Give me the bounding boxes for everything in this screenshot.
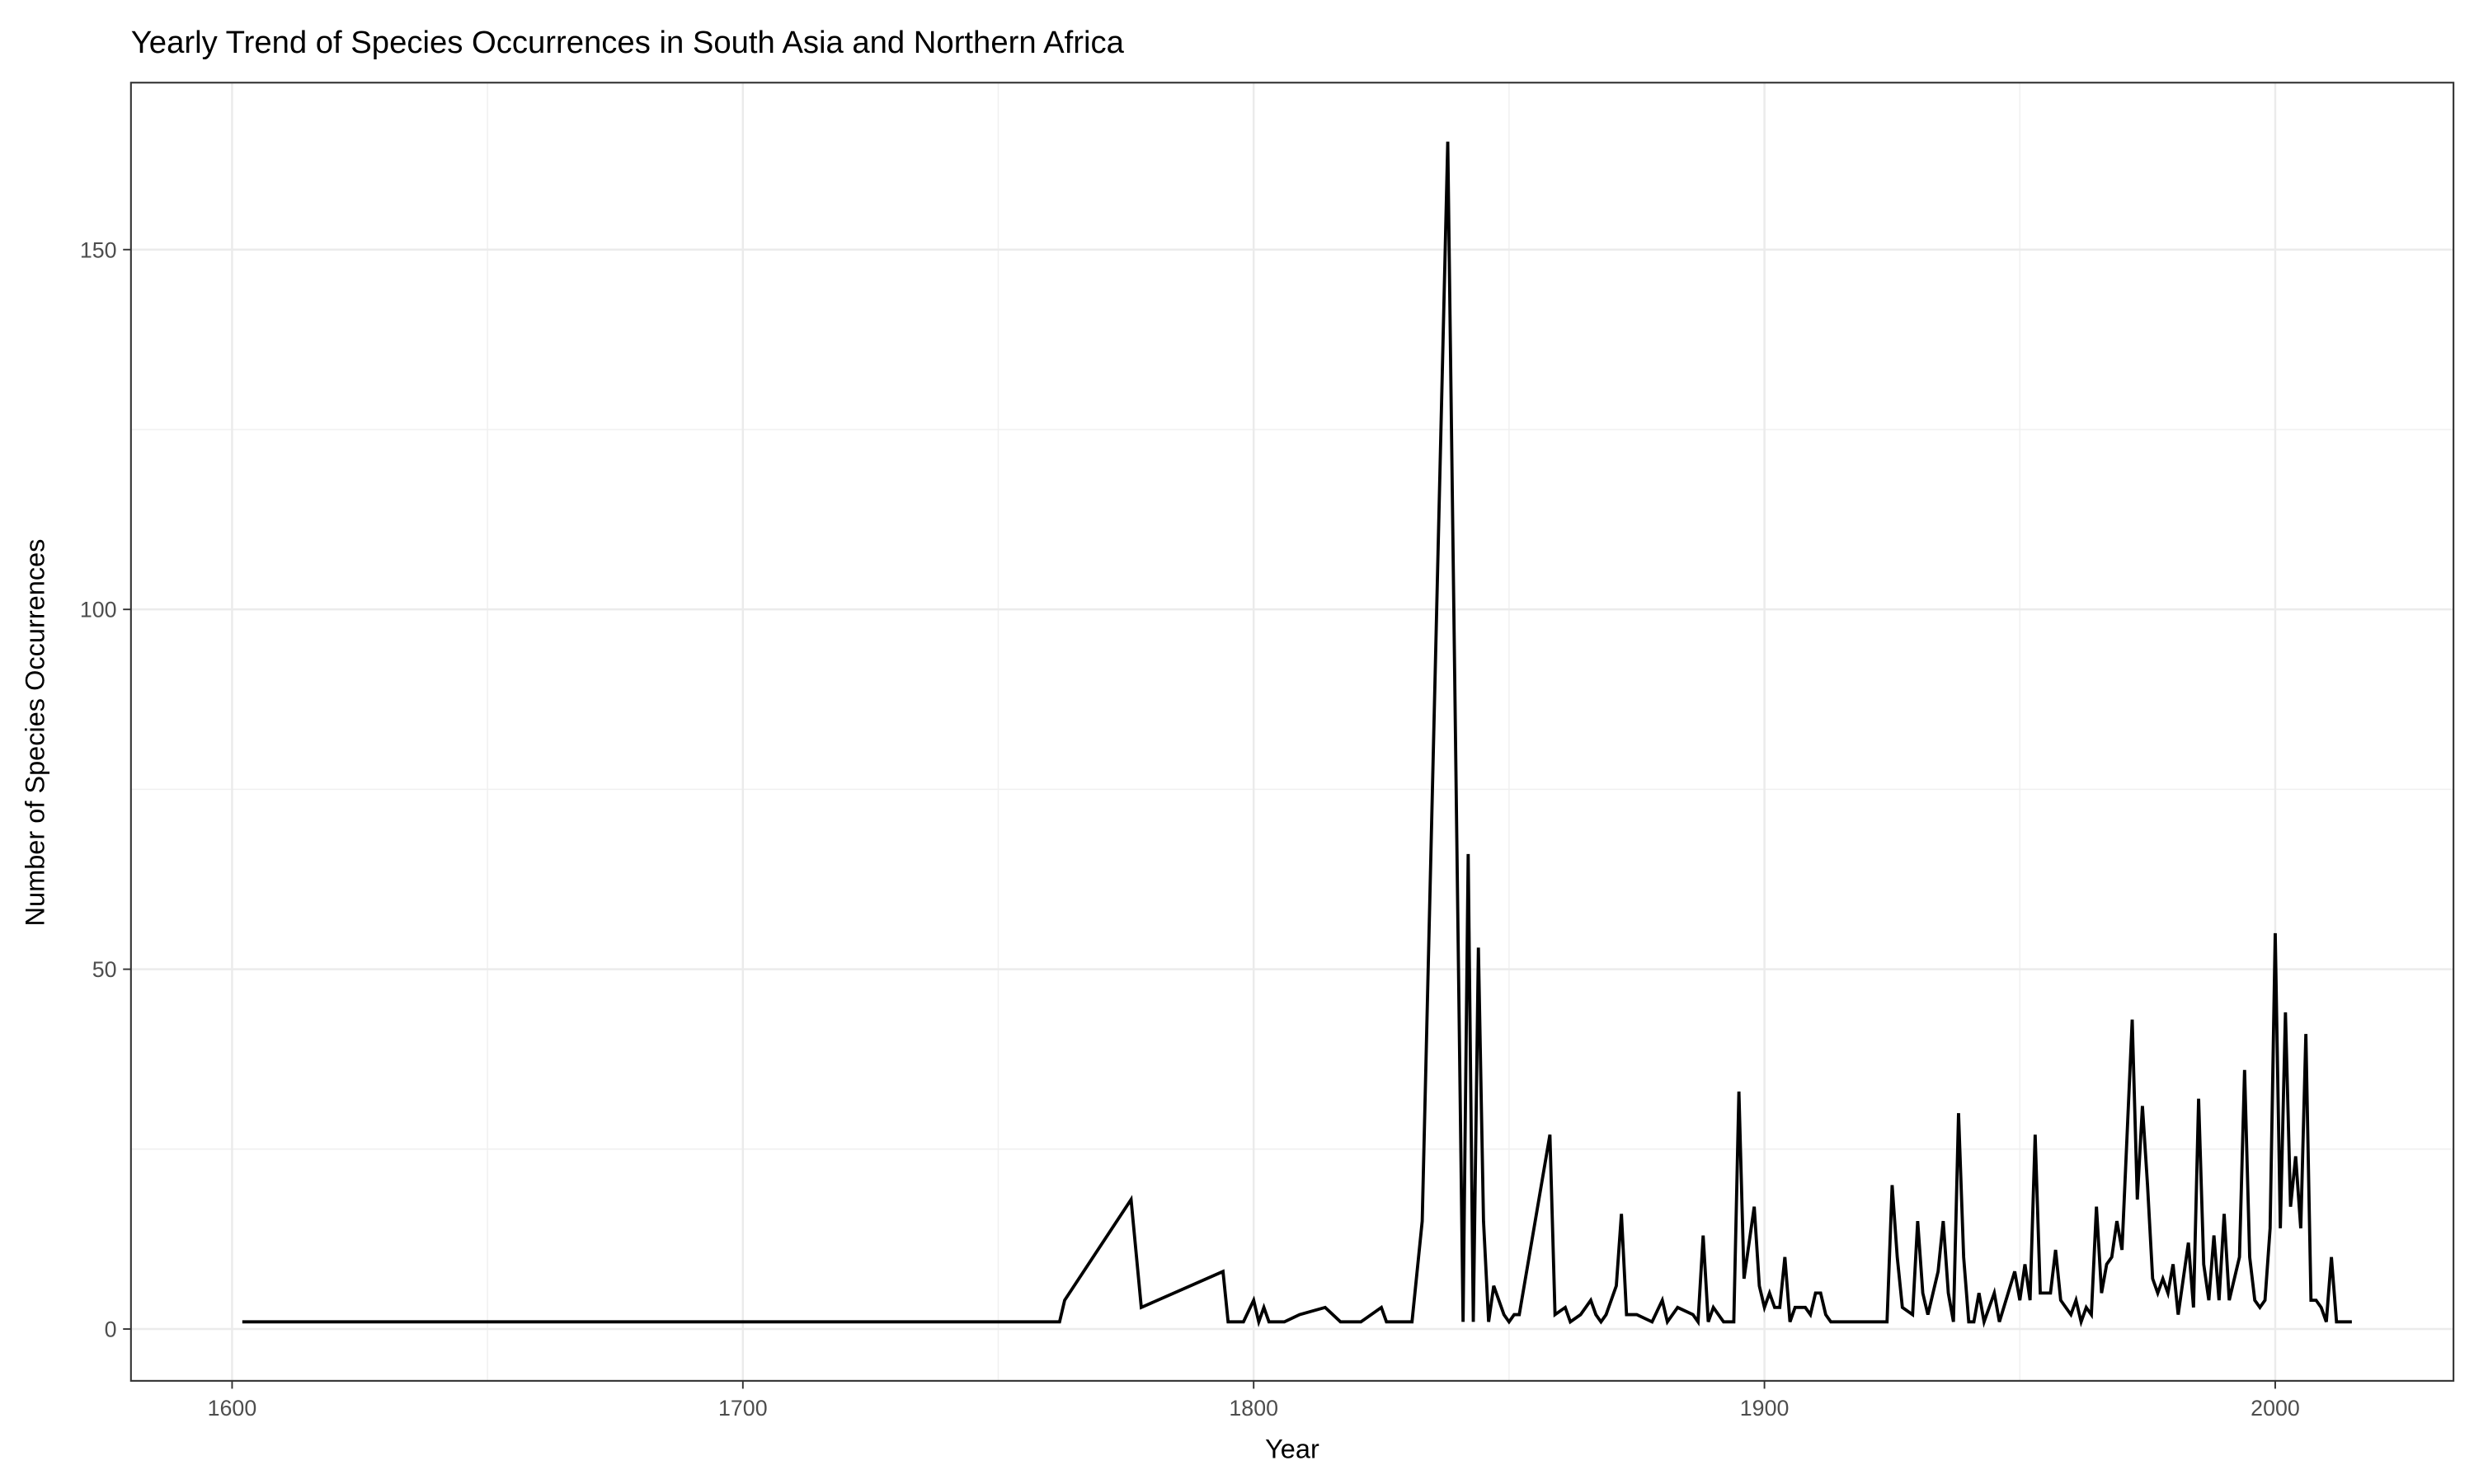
chart-title: Yearly Trend of Species Occurrences in S… (131, 25, 1125, 60)
x-axis-label: Year (1265, 1435, 1319, 1464)
y-tick-label: 0 (105, 1317, 117, 1342)
plot-border (129, 82, 2455, 1382)
background (0, 3, 2474, 1481)
x-tick-label: 1900 (1740, 1396, 1790, 1421)
data-line (242, 141, 2352, 1328)
y-tick-label: 150 (80, 237, 117, 262)
y-tick-label: 100 (80, 598, 117, 622)
x-tick-label: 1600 (208, 1396, 257, 1421)
y-axis-label: Number of Species Occurrences (21, 539, 50, 927)
x-tick-label: 1700 (718, 1396, 768, 1421)
y-tick-label: 50 (92, 957, 117, 982)
x-tick-label: 2000 (2251, 1396, 2300, 1421)
x-tick-label: 1800 (1229, 1396, 1278, 1421)
